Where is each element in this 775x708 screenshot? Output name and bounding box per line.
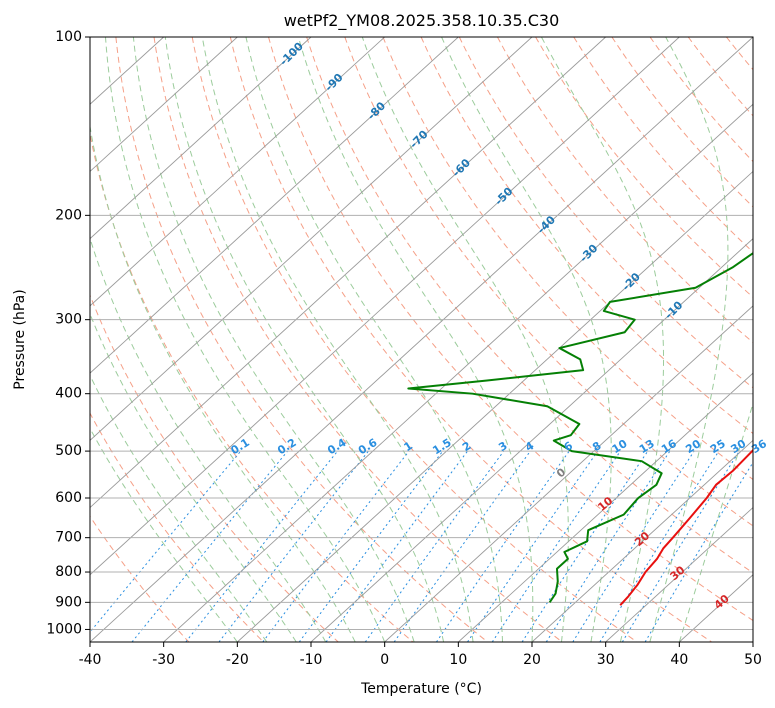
moist-adiabat-line	[361, 37, 569, 642]
dewpoint-line	[407, 251, 753, 603]
moist-adiabat-line	[297, 37, 534, 642]
isotherm-line	[605, 506, 753, 642]
y-tick-label: 300	[55, 312, 82, 328]
x-tick-label: -40	[79, 652, 102, 668]
x-tick-label: 10	[449, 652, 467, 668]
sounding-series	[407, 251, 753, 606]
isotherm-line	[163, 103, 753, 642]
isotherm-line	[90, 37, 312, 240]
dry-adiabat-line	[191, 37, 638, 642]
x-axis-ticks: -40 -30 -20 -10 0 10 20 30 40 50	[79, 642, 762, 668]
y-axis-ticks: 100 200 300 400 500 600 700 800 900 1000	[46, 29, 90, 637]
chart-title: wetPf2_YM08.2025.358.10.35.C30	[284, 11, 560, 31]
dry-adiabat-line	[268, 37, 753, 622]
moist-adiabat-line	[104, 37, 386, 642]
mixing-ratio-line	[325, 450, 468, 642]
x-tick-label: 20	[523, 652, 541, 668]
x-tick-label: 50	[744, 652, 762, 668]
moist-adiabat-line	[441, 37, 612, 642]
dry-adiabat-line	[90, 293, 339, 642]
moist-adiabat-line	[90, 312, 297, 642]
temperature-line	[619, 448, 753, 606]
moist-adiabat-line	[90, 236, 327, 642]
y-tick-label: 100	[55, 29, 82, 45]
moist-adiabat-line	[245, 37, 504, 642]
isotherm-line	[90, 37, 753, 642]
mixing-ratio-line	[599, 450, 720, 642]
y-tick-label: 700	[55, 530, 82, 546]
pressure-gridlines	[90, 37, 753, 630]
mixing-ratio-line	[545, 450, 671, 642]
isotherm-line	[90, 37, 533, 441]
isotherm-line	[237, 170, 753, 642]
y-tick-label: 200	[55, 207, 82, 223]
isotherm-line	[458, 372, 753, 642]
moist-adiabat-line	[90, 123, 356, 642]
isotherm-line	[310, 238, 753, 642]
x-axis-label: Temperature (°C)	[360, 681, 482, 697]
dry-adiabat-line	[115, 37, 488, 642]
x-tick-label: -30	[152, 652, 175, 668]
isotherm-line	[90, 37, 385, 307]
dry-adiabat-line	[458, 37, 753, 389]
isotherm-line	[531, 439, 753, 642]
y-tick-label: 1000	[46, 621, 82, 637]
mixing-ratio-line	[364, 450, 505, 642]
y-tick-label: 900	[55, 594, 82, 610]
isotherm-line	[90, 37, 606, 509]
mixing-ratio-line	[90, 450, 242, 633]
y-tick-label: 600	[55, 490, 82, 506]
dry-adiabat-line	[420, 37, 753, 435]
y-tick-label: 500	[55, 443, 82, 459]
isotherm-line	[90, 37, 680, 576]
y-tick-label: 800	[55, 564, 82, 580]
moist-adiabat-line	[201, 37, 474, 642]
mixing-ratio-line	[393, 450, 531, 642]
isotherms	[90, 37, 753, 642]
x-tick-label: -20	[226, 652, 249, 668]
x-tick-label: -10	[300, 652, 323, 668]
isotherm-line	[90, 37, 238, 173]
isotherm-line	[384, 305, 753, 642]
moist-adiabat-line	[649, 37, 729, 642]
dry-adiabat-line	[153, 37, 563, 642]
moist-adiabat-line	[90, 427, 238, 642]
moist-adiabat-line	[90, 374, 268, 642]
y-tick-label: 400	[55, 386, 82, 402]
mixing-ratio-line	[262, 450, 410, 642]
moist-adiabat-line	[540, 37, 665, 642]
plot-frame	[89, 36, 754, 643]
x-tick-label: 0	[380, 652, 389, 668]
moist-adiabat-line	[678, 401, 753, 642]
dry-adiabat-line	[90, 412, 264, 642]
mixing-ratio-line	[521, 450, 649, 642]
y-axis-label: Pressure (hPa)	[12, 289, 28, 389]
x-tick-label: 40	[670, 652, 688, 668]
moist-adiabat-line	[164, 37, 445, 642]
isotherm-line	[90, 37, 459, 374]
x-tick-label: 30	[597, 652, 615, 668]
mixing-ratio-line	[621, 450, 740, 642]
